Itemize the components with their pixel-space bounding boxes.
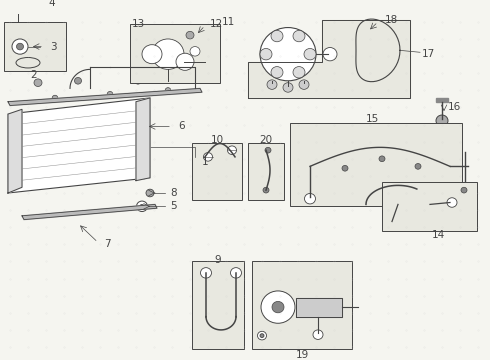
- Circle shape: [165, 87, 171, 93]
- Text: 11: 11: [222, 17, 235, 27]
- Text: 17: 17: [422, 49, 435, 59]
- Text: 8: 8: [170, 188, 176, 198]
- Circle shape: [146, 189, 154, 197]
- Circle shape: [11, 186, 19, 193]
- Bar: [192, 261, 244, 349]
- Bar: [248, 143, 284, 200]
- Text: 10: 10: [210, 135, 223, 145]
- Circle shape: [258, 331, 267, 340]
- Polygon shape: [8, 89, 202, 105]
- Circle shape: [190, 46, 200, 56]
- Circle shape: [265, 147, 271, 153]
- Circle shape: [415, 163, 421, 169]
- Circle shape: [140, 204, 144, 208]
- Circle shape: [323, 48, 337, 61]
- Text: 6: 6: [178, 121, 185, 131]
- Circle shape: [34, 79, 42, 86]
- Circle shape: [436, 115, 448, 126]
- Circle shape: [263, 187, 269, 193]
- Circle shape: [17, 43, 24, 50]
- Circle shape: [186, 31, 194, 39]
- Circle shape: [313, 330, 323, 339]
- Polygon shape: [436, 98, 448, 102]
- Polygon shape: [136, 98, 150, 181]
- Polygon shape: [296, 298, 342, 316]
- Text: 9: 9: [215, 255, 221, 265]
- Circle shape: [271, 67, 283, 78]
- Circle shape: [152, 39, 184, 69]
- Circle shape: [447, 198, 457, 207]
- Text: 12: 12: [210, 19, 223, 29]
- Text: 18: 18: [385, 15, 398, 25]
- Circle shape: [299, 80, 309, 89]
- Circle shape: [293, 30, 305, 42]
- Circle shape: [227, 146, 237, 154]
- Polygon shape: [8, 109, 22, 193]
- Circle shape: [11, 114, 19, 120]
- Text: 2: 2: [31, 70, 37, 80]
- Bar: [4, 22, 66, 71]
- Circle shape: [267, 80, 277, 89]
- Circle shape: [16, 1, 20, 5]
- Circle shape: [461, 187, 467, 193]
- Circle shape: [271, 30, 283, 42]
- Text: 15: 15: [366, 114, 379, 124]
- Circle shape: [379, 156, 385, 162]
- Circle shape: [304, 49, 316, 60]
- Circle shape: [140, 98, 147, 105]
- Circle shape: [13, 0, 23, 8]
- Circle shape: [260, 28, 316, 81]
- Circle shape: [107, 91, 113, 97]
- Circle shape: [260, 334, 264, 338]
- Text: 16: 16: [448, 103, 461, 112]
- Text: 5: 5: [170, 201, 176, 211]
- Circle shape: [137, 201, 147, 212]
- Polygon shape: [22, 204, 157, 220]
- Circle shape: [52, 95, 58, 100]
- Text: 3: 3: [50, 41, 57, 51]
- Text: 14: 14: [431, 230, 444, 240]
- Circle shape: [74, 77, 81, 84]
- Circle shape: [283, 83, 293, 92]
- Circle shape: [304, 193, 316, 204]
- Bar: [290, 123, 462, 206]
- Bar: [130, 24, 220, 83]
- Circle shape: [176, 53, 194, 70]
- Text: 13: 13: [131, 19, 145, 29]
- Circle shape: [293, 67, 305, 78]
- Bar: [382, 181, 477, 231]
- Circle shape: [342, 166, 348, 171]
- Circle shape: [260, 49, 272, 60]
- Bar: [252, 261, 352, 349]
- Circle shape: [261, 291, 295, 323]
- Circle shape: [272, 301, 284, 313]
- Polygon shape: [248, 20, 410, 98]
- Circle shape: [140, 172, 147, 179]
- Text: 4: 4: [48, 0, 54, 8]
- Bar: [192, 143, 242, 200]
- Text: 1: 1: [202, 157, 209, 167]
- Text: 7: 7: [104, 239, 111, 249]
- Circle shape: [12, 39, 28, 54]
- Circle shape: [200, 267, 212, 278]
- Circle shape: [134, 77, 142, 84]
- Circle shape: [142, 45, 162, 64]
- Circle shape: [203, 153, 213, 161]
- Polygon shape: [8, 98, 150, 193]
- Circle shape: [230, 267, 242, 278]
- Text: 20: 20: [259, 135, 272, 145]
- Text: 19: 19: [295, 350, 309, 360]
